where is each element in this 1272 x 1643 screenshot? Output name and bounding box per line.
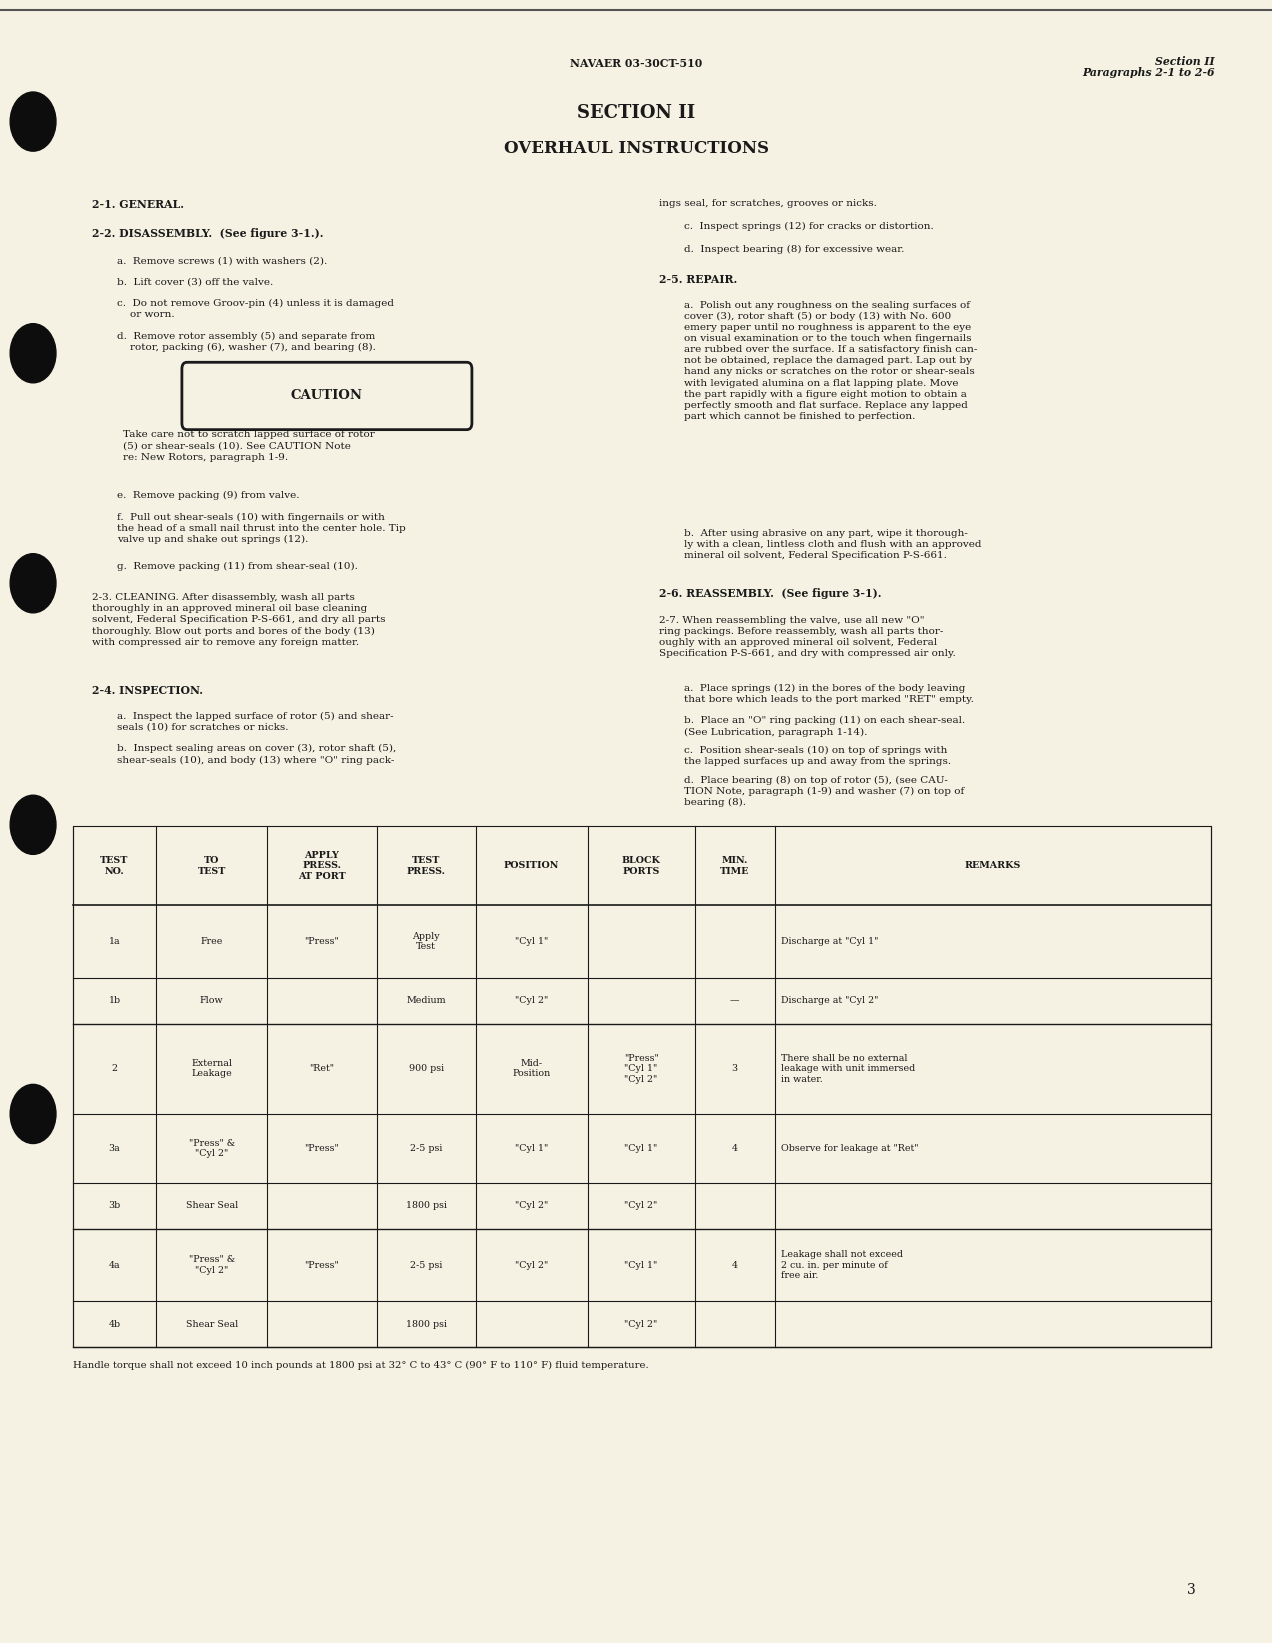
Text: SECTION II: SECTION II	[577, 104, 695, 122]
Text: f.  Pull out shear-seals (10) with fingernails or with
the head of a small nail : f. Pull out shear-seals (10) with finger…	[117, 513, 406, 544]
Text: 1800 psi: 1800 psi	[406, 1201, 446, 1211]
Text: Take care not to scratch lapped surface of rotor
(5) or shear-seals (10). See CA: Take care not to scratch lapped surface …	[123, 430, 375, 462]
Text: Leakage shall not exceed
2 cu. in. per minute of
free air.: Leakage shall not exceed 2 cu. in. per m…	[781, 1250, 903, 1280]
Text: 4: 4	[731, 1144, 738, 1153]
Text: d.  Place bearing (8) on top of rotor (5), (see CAU-
TION Note, paragraph (1-9) : d. Place bearing (8) on top of rotor (5)…	[684, 775, 964, 807]
Text: 4b: 4b	[108, 1319, 121, 1329]
Text: 2: 2	[112, 1065, 117, 1073]
Text: "Cyl 2": "Cyl 2"	[515, 1201, 548, 1211]
Text: NAVAER 03-30CT-510: NAVAER 03-30CT-510	[570, 58, 702, 69]
Text: 1a: 1a	[108, 937, 121, 946]
Text: "Press": "Press"	[304, 1260, 340, 1270]
Circle shape	[10, 92, 56, 151]
Text: b.  Lift cover (3) off the valve.: b. Lift cover (3) off the valve.	[117, 278, 273, 286]
Text: "Press" &
"Cyl 2": "Press" & "Cyl 2"	[188, 1139, 235, 1158]
Text: a.  Inspect the lapped surface of rotor (5) and shear-
seals (10) for scratches : a. Inspect the lapped surface of rotor (…	[117, 711, 393, 731]
Text: "Cyl 1": "Cyl 1"	[625, 1260, 658, 1270]
Text: Discharge at "Cyl 1": Discharge at "Cyl 1"	[781, 937, 879, 946]
Text: TEST
PRESS.: TEST PRESS.	[407, 856, 445, 876]
Text: TO
TEST: TO TEST	[197, 856, 226, 876]
Text: 1b: 1b	[108, 996, 121, 1006]
Text: 1800 psi: 1800 psi	[406, 1319, 446, 1329]
Text: APPLY
PRESS.
AT PORT: APPLY PRESS. AT PORT	[298, 851, 346, 881]
Text: "Press": "Press"	[304, 1144, 340, 1153]
Text: REMARKS: REMARKS	[964, 861, 1021, 871]
Bar	[73, 826, 1211, 1347]
Text: 3b: 3b	[108, 1201, 121, 1211]
Text: "Press": "Press"	[304, 937, 340, 946]
Text: 4a: 4a	[108, 1260, 121, 1270]
Text: Paragraphs 2-1 to 2-6: Paragraphs 2-1 to 2-6	[1082, 67, 1215, 79]
Text: "Cyl 2": "Cyl 2"	[515, 1260, 548, 1270]
Text: "Cyl 1": "Cyl 1"	[625, 1144, 658, 1153]
Text: OVERHAUL INSTRUCTIONS: OVERHAUL INSTRUCTIONS	[504, 140, 768, 156]
Text: 3: 3	[731, 1065, 738, 1073]
Text: POSITION: POSITION	[504, 861, 560, 871]
Text: c.  Do not remove Groov-pin (4) unless it is damaged
    or worn.: c. Do not remove Groov-pin (4) unless it…	[117, 299, 394, 319]
Text: Mid-
Position: Mid- Position	[513, 1060, 551, 1078]
Text: CAUTION: CAUTION	[291, 389, 363, 403]
FancyBboxPatch shape	[182, 361, 472, 429]
Text: "Cyl 1": "Cyl 1"	[515, 1144, 548, 1153]
Text: g.  Remove packing (11) from shear-seal (10).: g. Remove packing (11) from shear-seal (…	[117, 562, 357, 572]
Text: "Press"
"Cyl 1"
"Cyl 2": "Press" "Cyl 1" "Cyl 2"	[623, 1053, 659, 1084]
Text: b.  After using abrasive on any part, wipe it thorough-
ly with a clean, lintles: b. After using abrasive on any part, wip…	[684, 529, 982, 560]
Text: d.  Inspect bearing (8) for excessive wear.: d. Inspect bearing (8) for excessive wea…	[684, 245, 904, 255]
Text: c.  Position shear-seals (10) on top of springs with
the lapped surfaces up and : c. Position shear-seals (10) on top of s…	[684, 746, 951, 766]
Text: a.  Place springs (12) in the bores of the body leaving
that bore which leads to: a. Place springs (12) in the bores of th…	[684, 683, 974, 703]
Text: 4: 4	[731, 1260, 738, 1270]
Text: 2-5 psi: 2-5 psi	[410, 1260, 443, 1270]
Text: 2-1. GENERAL.: 2-1. GENERAL.	[92, 199, 183, 210]
Text: "Press" &
"Cyl 2": "Press" & "Cyl 2"	[188, 1255, 235, 1275]
Text: 3a: 3a	[108, 1144, 121, 1153]
Text: c.  Inspect springs (12) for cracks or distortion.: c. Inspect springs (12) for cracks or di…	[684, 222, 934, 232]
Text: Medium: Medium	[406, 996, 446, 1006]
Text: 2-2. DISASSEMBLY.  (See figure 3-1.).: 2-2. DISASSEMBLY. (See figure 3-1.).	[92, 228, 323, 240]
Text: There shall be no external
leakage with unit immersed
in water.: There shall be no external leakage with …	[781, 1053, 916, 1084]
Text: ings seal, for scratches, grooves or nicks.: ings seal, for scratches, grooves or nic…	[659, 199, 876, 207]
Text: 900 psi: 900 psi	[408, 1065, 444, 1073]
Text: BLOCK
PORTS: BLOCK PORTS	[622, 856, 660, 876]
Text: a.  Polish out any roughness on the sealing surfaces of
cover (3), rotor shaft (: a. Polish out any roughness on the seali…	[684, 301, 978, 421]
Text: Shear Seal: Shear Seal	[186, 1319, 238, 1329]
Text: Discharge at "Cyl 2": Discharge at "Cyl 2"	[781, 996, 879, 1006]
Circle shape	[10, 554, 56, 613]
Text: Observe for leakage at "Ret": Observe for leakage at "Ret"	[781, 1144, 918, 1153]
Text: "Cyl 2": "Cyl 2"	[625, 1201, 658, 1211]
Text: "Cyl 1": "Cyl 1"	[515, 937, 548, 946]
Text: —: —	[730, 996, 739, 1006]
Text: External
Leakage: External Leakage	[191, 1060, 233, 1078]
Text: Apply
Test: Apply Test	[412, 932, 440, 951]
Text: b.  Inspect sealing areas on cover (3), rotor shaft (5),
shear-seals (10), and b: b. Inspect sealing areas on cover (3), r…	[117, 744, 397, 764]
Text: d.  Remove rotor assembly (5) and separate from
    rotor, packing (6), washer (: d. Remove rotor assembly (5) and separat…	[117, 332, 377, 352]
Text: 2-3. CLEANING. After disassembly, wash all parts
thoroughly in an approved miner: 2-3. CLEANING. After disassembly, wash a…	[92, 593, 385, 647]
Text: a.  Remove screws (1) with washers (2).: a. Remove screws (1) with washers (2).	[117, 256, 327, 265]
Text: Section II: Section II	[1155, 56, 1215, 67]
Text: 2-5. REPAIR.: 2-5. REPAIR.	[659, 274, 738, 286]
Text: "Ret": "Ret"	[309, 1065, 335, 1073]
Text: Free: Free	[201, 937, 223, 946]
Circle shape	[10, 1084, 56, 1144]
Text: 2-4. INSPECTION.: 2-4. INSPECTION.	[92, 685, 202, 697]
Text: Shear Seal: Shear Seal	[186, 1201, 238, 1211]
Text: TEST
NO.: TEST NO.	[100, 856, 128, 876]
Text: 2-5 psi: 2-5 psi	[410, 1144, 443, 1153]
Text: 2-6. REASSEMBLY.  (See figure 3-1).: 2-6. REASSEMBLY. (See figure 3-1).	[659, 588, 881, 600]
Circle shape	[10, 324, 56, 383]
Text: MIN.
TIME: MIN. TIME	[720, 856, 749, 876]
Text: "Cyl 2": "Cyl 2"	[625, 1319, 658, 1329]
Text: b.  Place an "O" ring packing (11) on each shear-seal.
(See Lubrication, paragra: b. Place an "O" ring packing (11) on eac…	[684, 716, 965, 736]
Circle shape	[10, 795, 56, 854]
Text: Handle torque shall not exceed 10 inch pounds at 1800 psi at 32° C to 43° C (90°: Handle torque shall not exceed 10 inch p…	[73, 1360, 649, 1370]
Text: "Cyl 2": "Cyl 2"	[515, 996, 548, 1006]
Text: 2-7. When reassembling the valve, use all new "O"
ring packings. Before reassemb: 2-7. When reassembling the valve, use al…	[659, 616, 955, 659]
Text: 3: 3	[1187, 1582, 1196, 1597]
Text: e.  Remove packing (9) from valve.: e. Remove packing (9) from valve.	[117, 491, 299, 501]
Text: Flow: Flow	[200, 996, 224, 1006]
